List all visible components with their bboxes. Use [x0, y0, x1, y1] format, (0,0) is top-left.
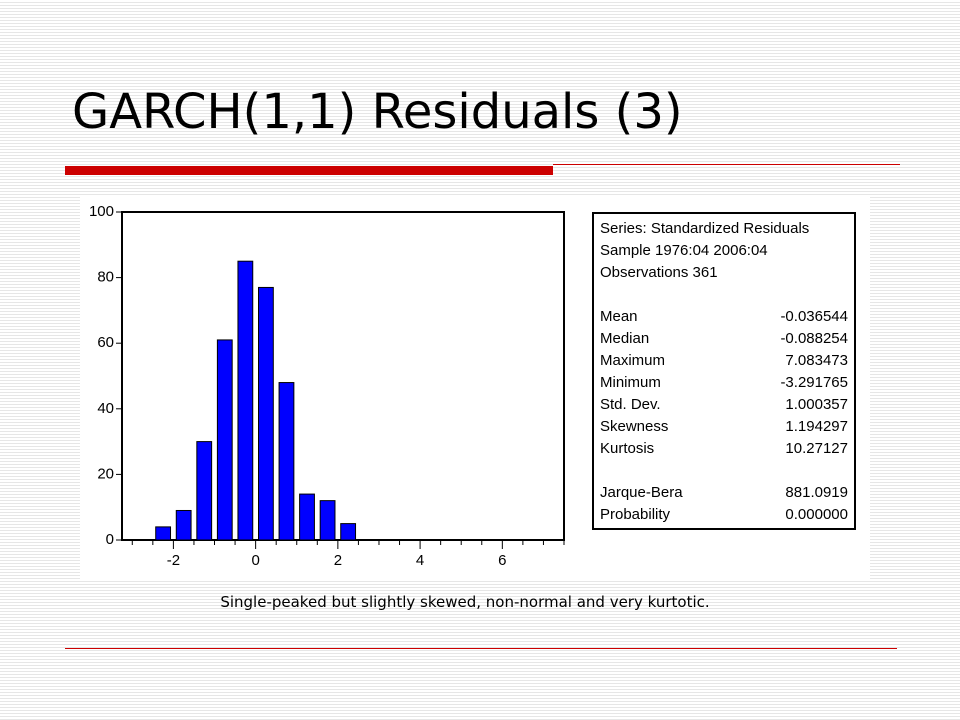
y-tick-label: 60 — [97, 334, 114, 351]
stats-spacer — [600, 460, 848, 482]
stat-label: Minimum — [600, 374, 661, 391]
stat-label: Skewness — [600, 418, 669, 435]
y-tick-label: 80 — [97, 269, 114, 286]
stat-label: Jarque-Bera — [600, 484, 683, 501]
stat-row-median: Median -0.088254 — [600, 328, 848, 350]
stat-row-maximum: Maximum 7.083473 — [600, 350, 848, 372]
series-label: Series: Standardized Residuals — [600, 220, 810, 237]
stat-label: Median — [600, 330, 650, 347]
histogram-bar — [299, 493, 315, 541]
histogram-panel: 0 20 40 60 80 100 -2 0 2 4 6 Series: Standardized … — [80, 196, 870, 580]
histogram-bar — [319, 500, 336, 541]
stats-spacer — [600, 284, 848, 306]
stat-row-probability: Probability 0.000000 — [600, 504, 848, 526]
observations-label: Observations 361 — [600, 264, 718, 281]
stat-label: Mean — [600, 308, 638, 325]
slide-caption: Single-peaked but slightly skewed, non-n… — [220, 593, 710, 611]
stat-value: -0.088254 — [780, 330, 848, 347]
histogram-bar — [196, 441, 213, 541]
stat-value: 1.000357 — [785, 396, 848, 413]
stat-label: Kurtosis — [600, 440, 655, 457]
summary-stats: Mean -0.036544 Median -0.088254 Maximum 7.0… — [600, 306, 848, 460]
slide-title: GARCH(1,1) Residuals (3) — [72, 84, 683, 140]
histogram-bar — [258, 286, 274, 541]
stat-value: 0.000000 — [785, 506, 848, 523]
plot-frame — [121, 211, 565, 541]
jarque-bera-stats: Jarque-Bera 881.0919 Probability 0.000000 — [600, 482, 848, 526]
sample-label: Sample 1976:04 2006:04 — [600, 242, 768, 259]
title-accent-line — [553, 164, 900, 165]
stat-row-skewness: Skewness 1.194297 — [600, 416, 848, 438]
footer-accent-line — [65, 648, 897, 649]
stat-value: 10.27127 — [785, 440, 848, 457]
stat-row-minimum: Minimum -3.291765 — [600, 372, 848, 394]
x-tick-label: -2 — [167, 552, 180, 569]
stat-value: 1.194297 — [785, 418, 848, 435]
y-tick-label: 20 — [97, 465, 114, 482]
histogram-bar — [155, 526, 172, 541]
x-tick-label: 4 — [416, 552, 424, 569]
title-accent-bar — [65, 166, 553, 175]
statistics-box: Series: Standardized Residuals Sample 19… — [592, 212, 856, 530]
stat-row-kurtosis: Kurtosis 10.27127 — [600, 438, 848, 460]
stat-label: Std. Dev. — [600, 396, 661, 413]
histogram-bar — [340, 523, 357, 541]
histogram-chart: 0 20 40 60 80 100 -2 0 2 4 6 — [89, 203, 565, 569]
stat-row-std-dev: Std. Dev. 1.000357 — [600, 394, 848, 416]
histogram-bar — [278, 382, 295, 541]
stat-row-jarque-bera: Jarque-Bera 881.0919 — [600, 482, 848, 504]
histogram-bar — [175, 509, 192, 541]
y-tick-label: 100 — [89, 203, 114, 220]
y-tick-label: 40 — [97, 400, 114, 417]
stat-value: 7.083473 — [785, 352, 848, 369]
stat-value: -3.291765 — [780, 374, 848, 391]
stat-label: Maximum — [600, 352, 666, 369]
x-tick-label: 2 — [334, 552, 342, 569]
histogram-bar — [216, 339, 233, 541]
stat-value: -0.036544 — [780, 308, 848, 325]
stat-value: 881.0919 — [785, 484, 848, 501]
stat-row-mean: Mean -0.036544 — [600, 306, 848, 328]
y-tick-label: 0 — [106, 531, 114, 548]
stat-label: Probability — [600, 506, 671, 523]
x-tick-label: 6 — [498, 552, 506, 569]
x-tick-label: 0 — [251, 552, 259, 569]
histogram-bar — [237, 260, 254, 541]
